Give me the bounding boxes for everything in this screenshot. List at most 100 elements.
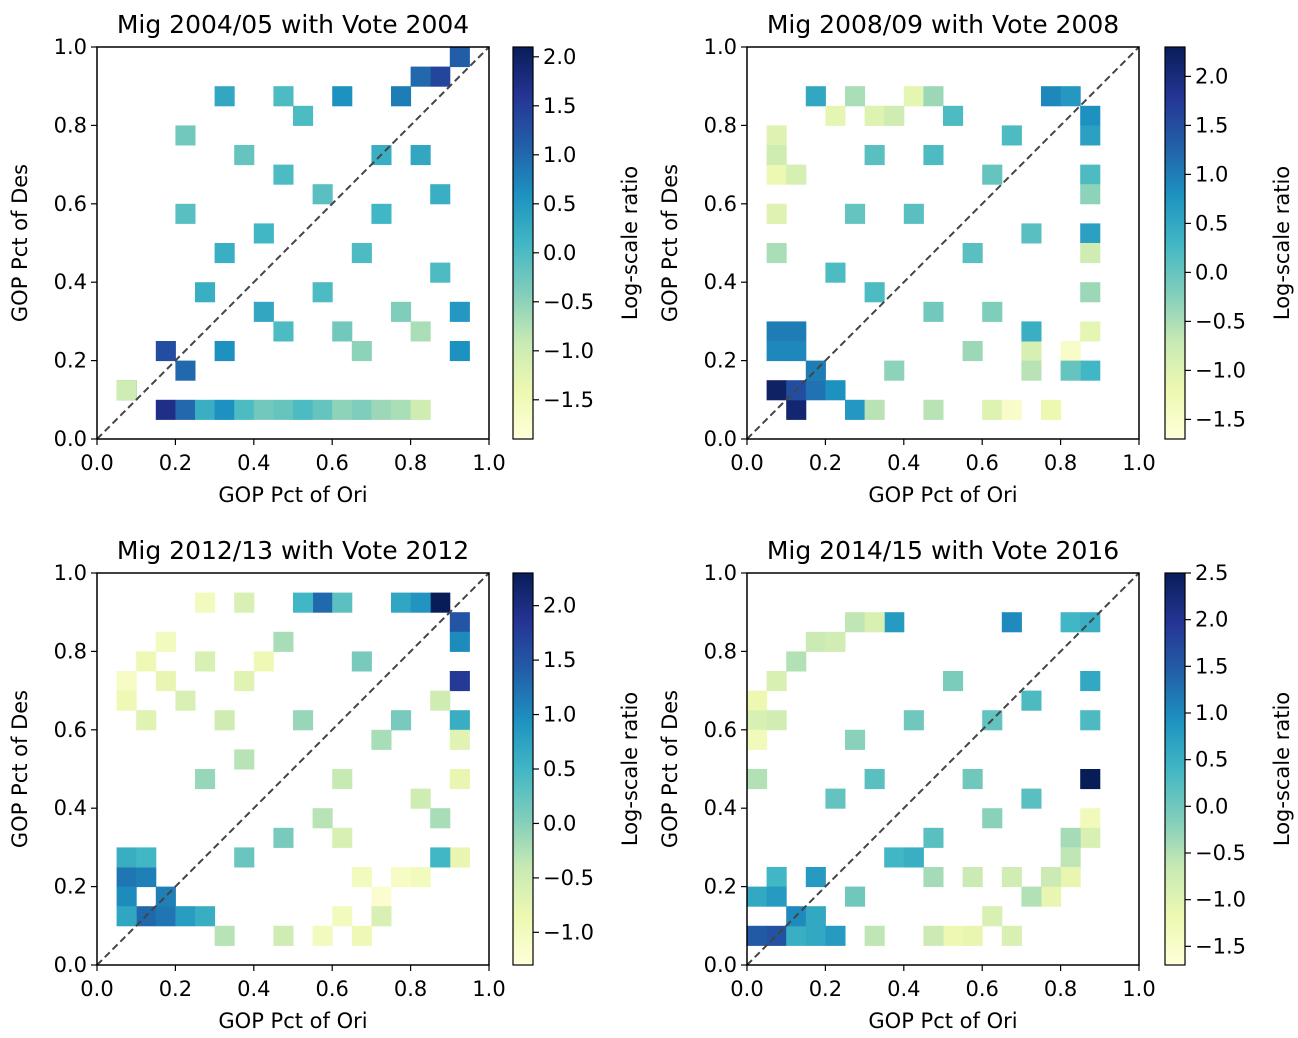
heatmap-cell — [449, 729, 470, 750]
heatmap-cell — [116, 867, 137, 888]
y-tick-label: 0.4 — [704, 796, 737, 820]
x-axis-label: GOP Pct of Ori — [868, 1009, 1017, 1033]
heatmap-cell — [747, 886, 768, 907]
heatmap-cell — [766, 203, 787, 224]
axes-frame — [746, 572, 1140, 966]
heatmap-cell — [1080, 360, 1101, 381]
heatmap-cell — [234, 145, 255, 166]
heatmap-cell — [155, 399, 176, 420]
colorbar-tick-label: 0.5 — [543, 757, 576, 781]
heatmap-cell — [312, 925, 333, 946]
heatmap-cell — [766, 867, 787, 888]
colorbar-tick-label: 0.5 — [1195, 211, 1228, 235]
heatmap-cell — [923, 867, 944, 888]
diagonal-reference-line — [746, 572, 1140, 966]
heatmap-cell — [1060, 867, 1081, 888]
heatmap-cell — [273, 925, 294, 946]
y-tick-label: 0.0 — [704, 427, 737, 451]
heatmap-cell — [825, 925, 846, 946]
heatmap-cell — [1041, 399, 1062, 420]
heatmap-cell — [864, 145, 885, 166]
heatmap-cell — [175, 906, 196, 927]
heatmap-cell — [449, 47, 470, 68]
heatmap-cell — [332, 827, 353, 848]
heatmap-cell — [982, 301, 1003, 322]
colorbar-tick-label: 0.0 — [543, 241, 576, 265]
heatmap-cell — [195, 282, 216, 303]
heatmap-cell — [312, 592, 333, 613]
heatmap-cell — [1080, 808, 1101, 829]
heatmap-cell — [1021, 341, 1042, 362]
heatmap-cell — [747, 769, 768, 790]
heatmap-cell — [253, 651, 274, 672]
heatmap-cell — [371, 886, 392, 907]
x-tick-label: 0.0 — [730, 451, 763, 475]
heatmap-cell — [155, 906, 176, 927]
heatmap-cell — [214, 399, 235, 420]
heatmap-cell — [1080, 282, 1101, 303]
heatmap-cell — [923, 301, 944, 322]
x-tick-label: 0.4 — [237, 977, 270, 1001]
heatmap-cell — [312, 282, 333, 303]
heatmap-cell — [410, 321, 431, 342]
heatmap-cell — [351, 243, 372, 264]
heatmap-cell — [1080, 125, 1101, 146]
heatmap-cell — [332, 769, 353, 790]
heatmap-cell — [371, 203, 392, 224]
x-tick-label: 0.2 — [809, 451, 842, 475]
heatmap-cell — [371, 399, 392, 420]
colorbar-tick-label: 0.5 — [543, 192, 576, 216]
heatmap-cell — [962, 769, 983, 790]
heatmap-cell — [805, 631, 826, 652]
colorbar-tick-label: −1.0 — [543, 339, 594, 363]
heatmap-cell — [1041, 886, 1062, 907]
heatmap-cell — [449, 341, 470, 362]
heatmap-cell — [195, 399, 216, 420]
heatmap-cell — [391, 710, 412, 731]
colorbar — [512, 572, 534, 966]
heatmap-cell — [786, 321, 807, 342]
heatmap-cell — [116, 886, 137, 907]
heatmap-cell — [116, 690, 137, 711]
heatmap-cell — [410, 145, 431, 166]
heatmap-cell — [234, 749, 255, 770]
heatmap-cell — [845, 399, 866, 420]
heatmap-cell — [410, 867, 431, 888]
heatmap-cell — [903, 86, 924, 107]
heatmap-cell — [175, 690, 196, 711]
colorbar-label: Log-scale ratio — [1270, 166, 1294, 320]
heatmap-cell — [214, 341, 235, 362]
heatmap-cell — [1080, 223, 1101, 244]
colorbar-label: Log-scale ratio — [1270, 692, 1294, 846]
heatmap-cell — [786, 651, 807, 672]
heatmap-cell — [253, 399, 274, 420]
colorbar — [1164, 572, 1186, 966]
heatmap-cell — [175, 399, 196, 420]
colorbar-tick-label: −0.5 — [543, 290, 594, 314]
heatmap-cell — [962, 243, 983, 264]
x-tick-label: 0.2 — [159, 977, 192, 1001]
x-tick-label: 0.8 — [394, 977, 427, 1001]
colorbar-tick-label: 2.0 — [1195, 64, 1228, 88]
heatmap-cell — [116, 671, 137, 692]
heatmap-cell — [766, 145, 787, 166]
heatmap-cell — [943, 105, 964, 126]
heatmap-cell — [1060, 612, 1081, 633]
heatmap-cell — [1021, 886, 1042, 907]
colorbar-tick-label: 2.5 — [1195, 561, 1228, 585]
heatmap-cell — [293, 592, 314, 613]
heatmap-cell — [116, 906, 137, 927]
y-axis-label: GOP Pct of Des — [658, 690, 682, 848]
heatmap-cell — [786, 399, 807, 420]
colorbar-tick-label: −1.5 — [1195, 934, 1246, 958]
y-tick-label: 0.6 — [704, 192, 737, 216]
heatmap-cell — [845, 203, 866, 224]
y-tick-label: 1.0 — [704, 561, 737, 585]
heatmap-cell — [410, 399, 431, 420]
heatmap-cell — [766, 321, 787, 342]
x-axis-label: GOP Pct of Ori — [218, 483, 367, 507]
heatmap-cell — [1080, 827, 1101, 848]
heatmap-cell — [371, 729, 392, 750]
heatmap-cell — [214, 86, 235, 107]
